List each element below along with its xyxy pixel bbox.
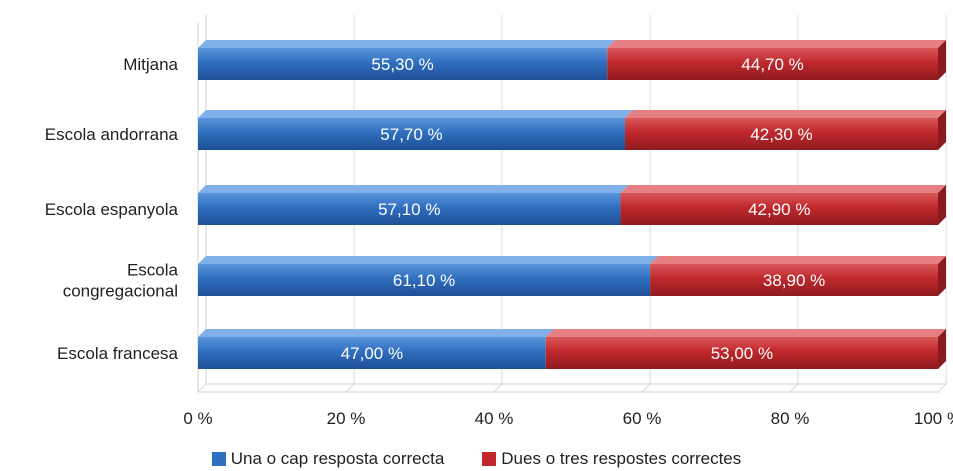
x-tick-label: 100 % (914, 409, 953, 428)
bar-value-label: 42,90 % (748, 200, 810, 219)
bar-side (938, 40, 946, 80)
bar-value-label: 55,30 % (371, 55, 433, 74)
bar-top (545, 329, 946, 337)
bar-segment (650, 264, 938, 296)
x-tick-label: 80 % (771, 409, 810, 428)
bar-value-label: 44,70 % (741, 55, 803, 74)
legend-swatch-red (482, 451, 497, 466)
bar-segment (545, 337, 938, 369)
stacked-bar-chart: 0 % 20 % 40 % 60 % 80 % 100 % 55,30 % 44,70 % Mi… (45, 15, 953, 428)
bar-value-label: 61,10 % (393, 271, 455, 290)
bar-side (938, 185, 946, 225)
category-label: Mitjana (123, 55, 178, 74)
legend-label: Una o cap resposta correcta (230, 448, 445, 468)
legend-swatch-blue (211, 451, 226, 466)
bar-value-label: 57,10 % (378, 200, 440, 219)
legend-item-una-o-cap: Una o cap resposta correcta (211, 448, 445, 469)
category-label: Escola espanyola (45, 200, 179, 219)
bar-value-label: 42,30 % (750, 125, 812, 144)
bars (198, 40, 946, 369)
legend: Una o cap resposta correcta Dues o tres … (0, 446, 953, 471)
bar-segment (198, 118, 625, 150)
category-label: Escola congregacional (63, 261, 179, 301)
bar-top (198, 329, 554, 337)
category-label-line: Mitjana (123, 55, 178, 74)
bar-side (938, 110, 946, 150)
bar-segment (198, 193, 621, 225)
bar-top (624, 110, 946, 118)
x-tick-label: 0 % (183, 409, 212, 428)
gridline-floor (197, 383, 207, 393)
bar-top (650, 256, 946, 264)
category-label: Escola francesa (57, 344, 178, 363)
gridline-floor (641, 383, 651, 393)
gridline-floor (493, 383, 503, 393)
x-tick-label: 40 % (475, 409, 514, 428)
bar-top (607, 40, 946, 48)
bar-segment (198, 264, 651, 296)
bar-side (938, 256, 946, 296)
bar-value-label: 53,00 % (711, 344, 773, 363)
bar-segment (198, 48, 608, 80)
labels: 0 % 20 % 40 % 60 % 80 % 100 % 55,30 % 44,70 % Mi… (45, 55, 953, 428)
bar-top (198, 256, 659, 264)
bar-top (620, 185, 946, 193)
category-label-line: Escola (127, 261, 179, 280)
gridline-floor (789, 383, 799, 393)
x-tick-label: 20 % (327, 409, 366, 428)
x-tick-label: 60 % (623, 409, 662, 428)
category-label-line: Escola andorrana (45, 125, 179, 144)
category-label-line: Escola francesa (57, 344, 178, 363)
category-label-line: congregacional (63, 282, 178, 301)
bar-value-label: 47,00 % (341, 344, 403, 363)
bar-segment (620, 193, 938, 225)
bar-segment (198, 337, 546, 369)
bar-side (938, 329, 946, 369)
bar-value-label: 38,90 % (763, 271, 825, 290)
gridline-floor (345, 383, 355, 393)
gridline-floor (937, 383, 947, 393)
legend-label: Dues o tres respostes correctes (501, 448, 742, 468)
bar-top (198, 40, 616, 48)
category-label-line: Escola espanyola (45, 200, 179, 219)
bar-segment (624, 118, 938, 150)
legend-item-dues-o-tres: Dues o tres respostes correctes (482, 449, 741, 469)
category-label: Escola andorrana (45, 125, 179, 144)
bar-segment (607, 48, 938, 80)
bar-top (198, 185, 629, 193)
bar-value-label: 57,70 % (380, 125, 442, 144)
bar-top (198, 110, 633, 118)
